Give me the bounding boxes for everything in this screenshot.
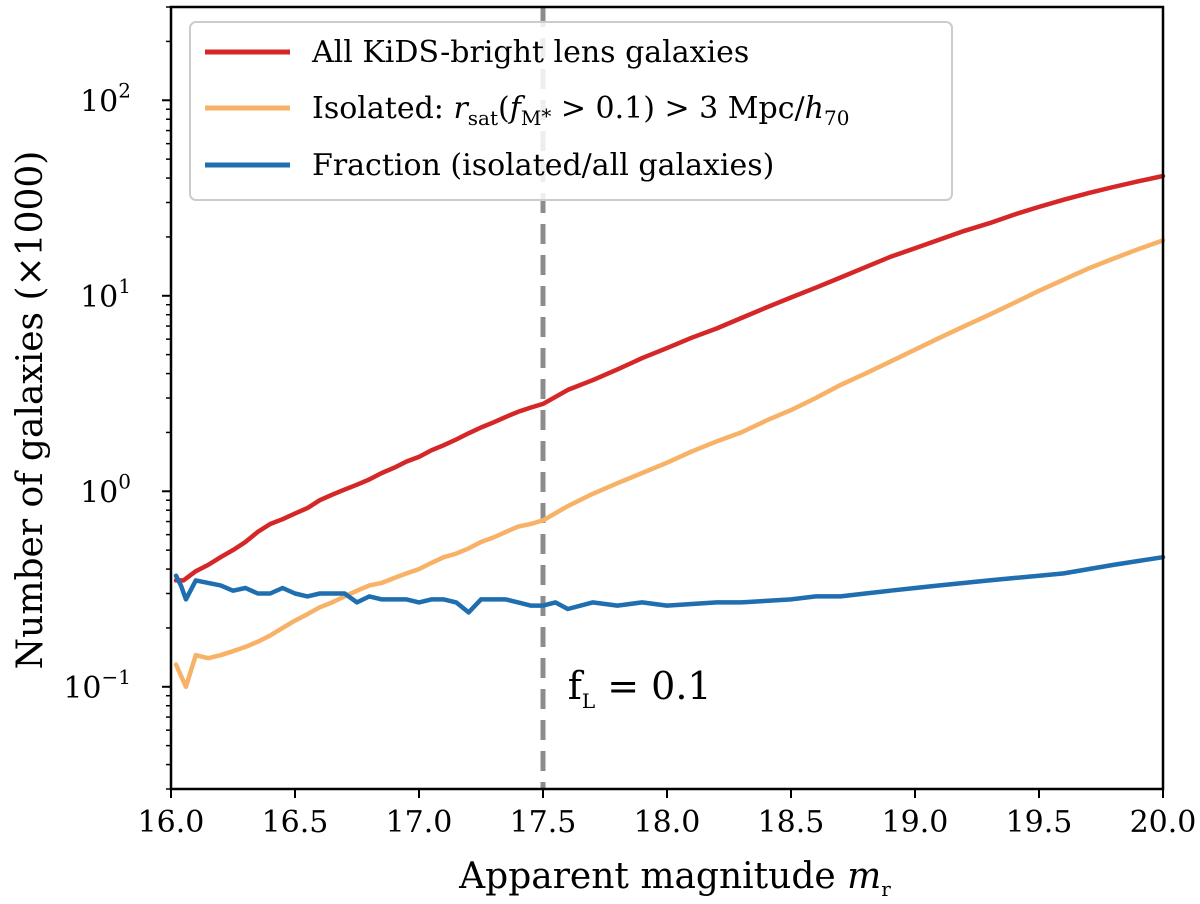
series-line-1 bbox=[173, 238, 1166, 690]
legend-label-isolated: Isolated: rsat(fM* > 0.1) > 3 Mpc/h70 bbox=[312, 91, 849, 130]
y-tick-label: 100 bbox=[80, 469, 131, 510]
y-tick-label: 101 bbox=[80, 274, 131, 315]
x-tick-label: 17.0 bbox=[386, 805, 453, 840]
x-tick-label: 17.5 bbox=[510, 805, 577, 840]
legend-frame bbox=[189, 21, 953, 201]
plot-frame bbox=[169, 5, 1165, 791]
x-tick-label: 19.0 bbox=[882, 805, 949, 840]
series-line-2 bbox=[173, 554, 1166, 615]
legend: All KiDS-bright lens galaxies Isolated: … bbox=[189, 21, 953, 201]
y-axis: 10−1 100 101 102 bbox=[63, 6, 171, 790]
annotation-fl: fL = 0.1 bbox=[568, 664, 712, 713]
x-tick-label: 16.0 bbox=[138, 805, 205, 840]
x-axis: 16.0 16.5 17.0 17.5 18.0 18.5 19.0 19.5 20.0 bbox=[138, 789, 1197, 840]
x-tick-label: 20.0 bbox=[1130, 805, 1197, 840]
x-tick-label: 18.0 bbox=[634, 805, 701, 840]
x-axis-title: Apparent magnitude mr bbox=[458, 856, 891, 901]
legend-label-fraction: Fraction (isolated/all galaxies) bbox=[312, 148, 774, 183]
x-tick-label: 19.5 bbox=[1006, 805, 1073, 840]
y-tick-label: 102 bbox=[80, 78, 131, 119]
y-tick-label: 10−1 bbox=[63, 665, 131, 706]
legend-label-all-galaxies: All KiDS-bright lens galaxies bbox=[311, 35, 749, 70]
y-axis-title: Number of galaxies (×1000) bbox=[10, 151, 51, 670]
series-line-0 bbox=[173, 173, 1166, 583]
x-tick-label: 18.5 bbox=[758, 805, 825, 840]
x-tick-label: 16.5 bbox=[262, 805, 329, 840]
